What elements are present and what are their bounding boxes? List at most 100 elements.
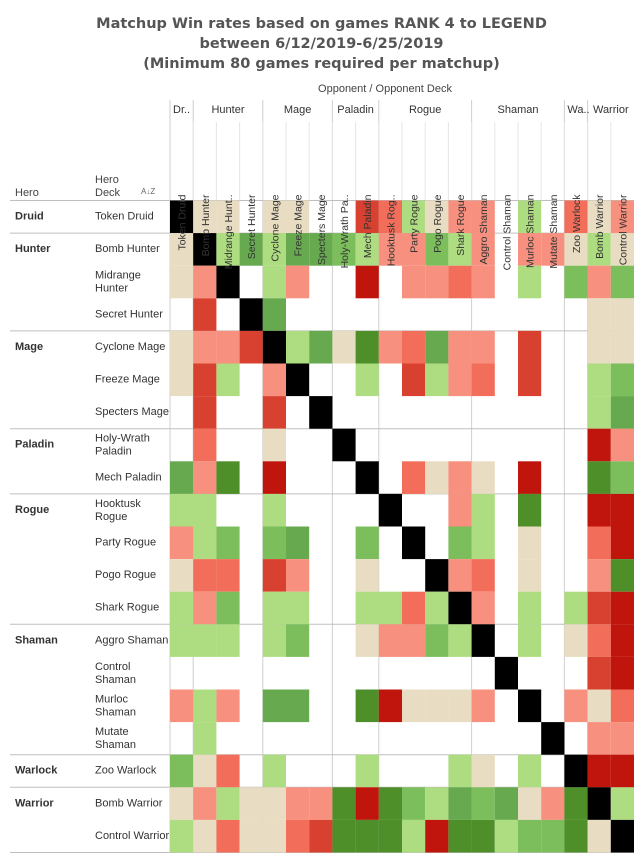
cell-control-warrior-vs-zoo-warlock xyxy=(564,819,588,853)
sort-icon[interactable]: A↓Z xyxy=(141,187,155,196)
cell-control-warrior-vs-aggro-shaman xyxy=(471,819,495,853)
cell-bomb-hunter-vs-freeze-mage xyxy=(286,233,310,266)
row-label-midrange-hunter: Midrange Hunter xyxy=(95,270,141,295)
cell-token-druid-vs-hooktusk-rog xyxy=(378,200,402,234)
cell-murloc-shaman-vs-cyclone-mage xyxy=(262,689,286,723)
row-group-label-warrior: Warrior xyxy=(15,797,54,809)
cell-specters-mage-vs-cyclone-mage xyxy=(262,396,286,429)
cell-party-rogue-vs-control-warrior xyxy=(610,526,634,560)
cell-shark-rogue-vs-bomb-warrior xyxy=(587,591,611,625)
cell-bomb-warrior-vs-zoo-warlock xyxy=(564,787,588,820)
cell-zoo-warlock-vs-cyclone-mage xyxy=(262,754,286,788)
row-label-mutate-shaman: Mutate Shaman xyxy=(95,726,136,751)
cell-shark-rogue-vs-mech-paladin xyxy=(355,591,379,625)
cell-cyclone-mage-vs-token-druid xyxy=(170,330,194,364)
cell-mutate-shaman-vs-control-warrior xyxy=(610,722,634,755)
column-label-cyclone-mage: Cyclone Mage xyxy=(269,194,281,261)
row-label-murloc-shaman: Murloc Shaman xyxy=(95,694,136,719)
cell-cyclone-mage-vs-secret-hunter xyxy=(239,330,263,364)
cell-shark-rogue-vs-zoo-warlock xyxy=(564,591,588,625)
opponent-axis-label: Opponent / Opponent Deck xyxy=(318,83,452,95)
column-label-midrange-hunt: Midrange Hunt.. xyxy=(223,195,235,270)
cell-hooktusk-rogue-vs-control-warrior xyxy=(610,493,634,527)
cell-bomb-hunter-vs-party-rogue xyxy=(402,233,426,266)
cell-bomb-warrior-vs-mutate-shaman xyxy=(541,787,565,820)
row-label-line: Murloc xyxy=(95,694,129,706)
column-label-shark-rogue: Shark Rogue xyxy=(455,194,467,255)
cell-shark-rogue-vs-token-druid xyxy=(170,591,194,625)
cell-control-warrior-vs-mutate-shaman xyxy=(541,819,565,853)
cell-murloc-shaman-vs-pogo-rogue xyxy=(425,689,449,723)
cell-shark-rogue-vs-midrange-hunt xyxy=(216,591,240,625)
cell-bomb-warrior-vs-bomb-warrior xyxy=(587,787,611,820)
cell-mech-paladin-vs-party-rogue xyxy=(402,461,426,494)
cell-bomb-hunter-vs-shark-rogue xyxy=(448,233,472,266)
cell-bomb-hunter-vs-aggro-shaman xyxy=(471,233,495,266)
cell-cyclone-mage-vs-holy-wrath-pa xyxy=(332,330,356,364)
cell-bomb-warrior-vs-holy-wrath-pa xyxy=(332,787,356,820)
cell-secret-hunter-vs-control-warrior xyxy=(610,298,634,331)
cell-murloc-shaman-vs-bomb-hunter xyxy=(193,689,217,723)
row-label-hooktusk-rogue: Hooktusk Rogue xyxy=(95,498,141,523)
cell-freeze-mage-vs-freeze-mage xyxy=(286,363,310,397)
cell-zoo-warlock-vs-midrange-hunt xyxy=(216,754,240,788)
cell-mech-paladin-vs-token-druid xyxy=(170,461,194,494)
row-deck-header-line-2: Deck xyxy=(95,187,121,199)
cell-cyclone-mage-vs-shark-rogue xyxy=(448,330,472,364)
cell-bomb-hunter-vs-bomb-warrior xyxy=(587,233,611,266)
cell-party-rogue-vs-midrange-hunt xyxy=(216,526,240,560)
cell-party-rogue-vs-cyclone-mage xyxy=(262,526,286,560)
row-group-label-hunter: Hunter xyxy=(15,243,51,255)
cell-pogo-rogue-vs-freeze-mage xyxy=(286,559,310,592)
cell-midrange-hunter-vs-midrange-hunt xyxy=(216,265,240,299)
cell-murloc-shaman-vs-party-rogue xyxy=(402,689,426,723)
cell-bomb-hunter-vs-token-druid xyxy=(170,233,194,266)
cell-mech-paladin-vs-shark-rogue xyxy=(448,461,472,494)
cell-token-druid-vs-pogo-rogue xyxy=(425,200,449,234)
cell-pogo-rogue-vs-midrange-hunt xyxy=(216,559,240,592)
cell-bomb-hunter-vs-mech-paladin xyxy=(355,233,379,266)
cell-mech-paladin-vs-midrange-hunt xyxy=(216,461,240,494)
cell-cyclone-mage-vs-specters-mage xyxy=(309,330,333,364)
row-label-line: Rogue xyxy=(95,511,127,523)
cell-control-warrior-vs-cyclone-mage xyxy=(262,819,286,853)
cell-mech-paladin-vs-aggro-shaman xyxy=(471,461,495,494)
cell-aggro-shaman-vs-pogo-rogue xyxy=(425,624,449,657)
row-label-aggro-shaman: Aggro Shaman xyxy=(95,634,168,646)
row-label-shark-rogue: Shark Rogue xyxy=(95,602,159,614)
cell-hooktusk-rogue-vs-murloc-shaman xyxy=(518,493,542,527)
cell-hooktusk-rogue-vs-token-druid xyxy=(170,493,194,527)
cell-zoo-warlock-vs-token-druid xyxy=(170,754,194,788)
cell-zoo-warlock-vs-bomb-hunter xyxy=(193,754,217,788)
cell-specters-mage-vs-control-warrior xyxy=(610,396,634,429)
row-group-label-druid: Druid xyxy=(15,211,44,223)
title-line-3: (Minimum 80 games required per matchup) xyxy=(143,56,500,72)
cell-specters-mage-vs-bomb-hunter xyxy=(193,396,217,429)
cell-bomb-warrior-vs-party-rogue xyxy=(402,787,426,820)
cell-bomb-warrior-vs-aggro-shaman xyxy=(471,787,495,820)
column-label-freeze-mage: Freeze Mage xyxy=(293,194,305,256)
cell-bomb-warrior-vs-freeze-mage xyxy=(286,787,310,820)
cell-token-druid-vs-aggro-shaman xyxy=(471,200,495,234)
column-group-label-paladin: Paladin xyxy=(337,104,374,116)
cell-shark-rogue-vs-murloc-shaman xyxy=(518,591,542,625)
cell-aggro-shaman-vs-hooktusk-rog xyxy=(378,624,402,657)
cell-hooktusk-rogue-vs-aggro-shaman xyxy=(471,493,495,527)
cell-control-warrior-vs-specters-mage xyxy=(309,819,333,853)
cell-token-druid-vs-zoo-warlock xyxy=(564,200,588,234)
cell-party-rogue-vs-aggro-shaman xyxy=(471,526,495,560)
cell-holy-wrath-paladin-vs-cyclone-mage xyxy=(262,428,286,462)
cell-party-rogue-vs-mech-paladin xyxy=(355,526,379,560)
row-label-mech-paladin: Mech Paladin xyxy=(95,471,162,483)
cell-cyclone-mage-vs-cyclone-mage xyxy=(262,330,286,364)
cell-control-warrior-vs-control-warrior xyxy=(610,819,634,853)
cell-freeze-mage-vs-cyclone-mage xyxy=(262,363,286,397)
cell-party-rogue-vs-shark-rogue xyxy=(448,526,472,560)
cell-midrange-hunter-vs-murloc-shaman xyxy=(518,265,542,299)
cell-murloc-shaman-vs-freeze-mage xyxy=(286,689,310,723)
cell-shark-rogue-vs-bomb-hunter xyxy=(193,591,217,625)
cell-token-druid-vs-bomb-hunter xyxy=(193,200,217,234)
chart-title: Matchup Win rates based on games RANK 4 … xyxy=(0,14,643,74)
cell-control-warrior-vs-control-shaman xyxy=(494,819,518,853)
cell-token-druid-vs-midrange-hunt xyxy=(216,200,240,234)
